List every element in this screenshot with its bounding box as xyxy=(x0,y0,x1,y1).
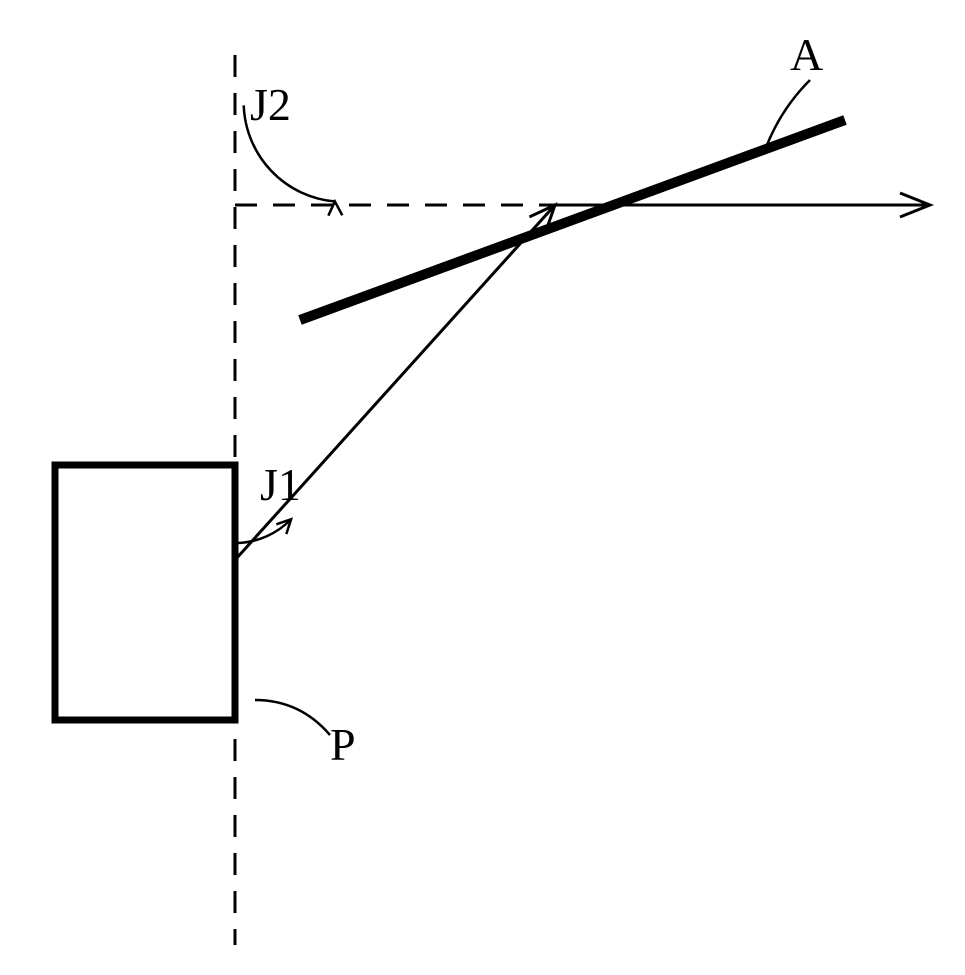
label-A: A xyxy=(790,29,823,80)
label-P: P xyxy=(330,719,356,770)
mirror-line-A xyxy=(300,120,845,320)
label-J1: J1 xyxy=(260,459,301,510)
label-J2: J2 xyxy=(250,79,291,130)
block-P xyxy=(55,465,235,720)
angle-arc-J1 xyxy=(238,519,291,543)
